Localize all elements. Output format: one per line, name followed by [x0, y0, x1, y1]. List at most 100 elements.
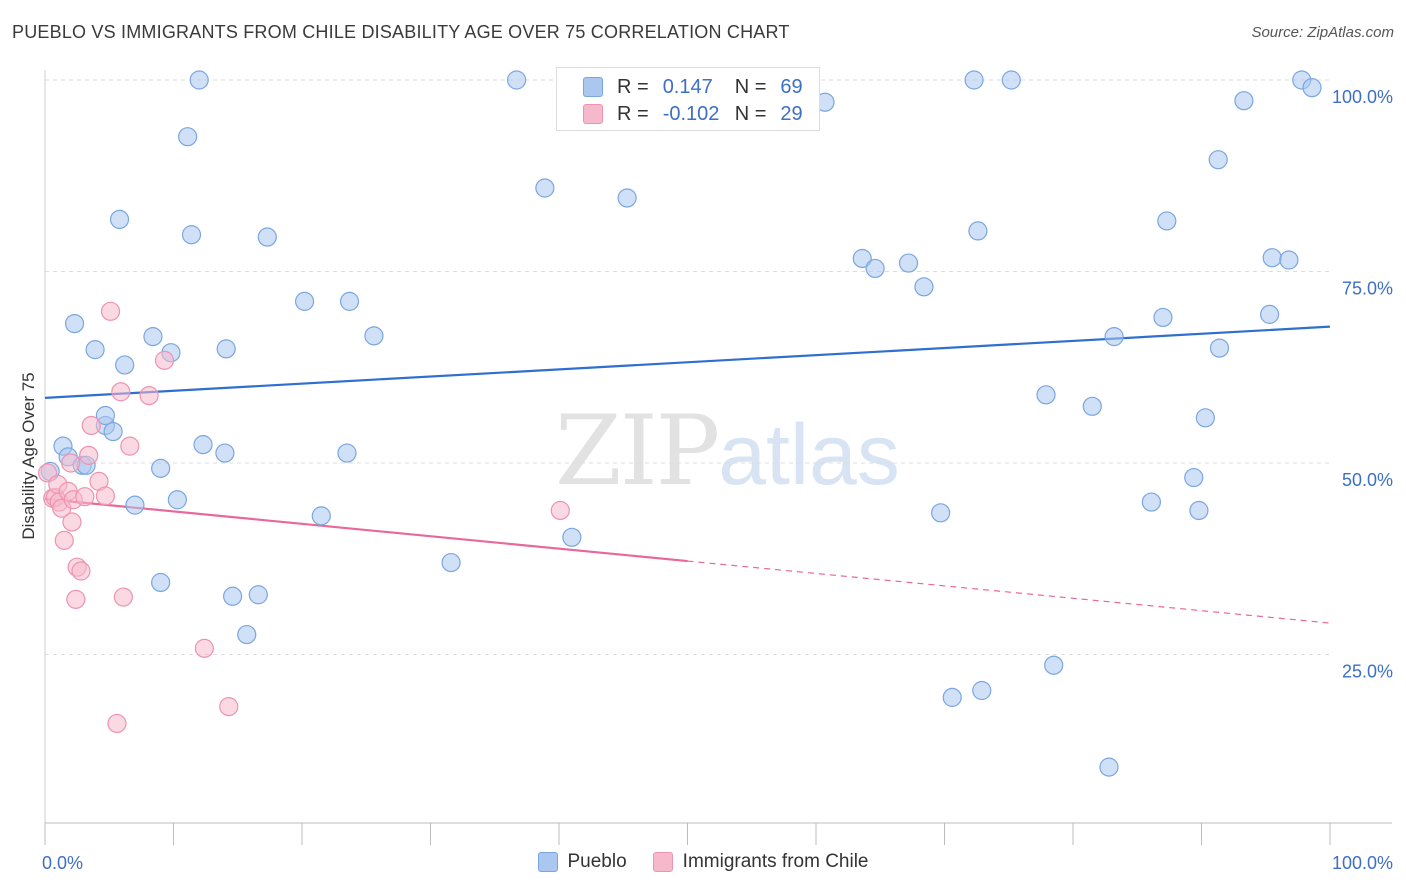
- pueblo-point: [223, 586, 243, 606]
- y-tick-label: 100.0%: [1332, 87, 1393, 107]
- pueblo-point: [167, 490, 187, 510]
- pueblo-point: [339, 291, 360, 311]
- pueblo-point: [1195, 408, 1215, 428]
- y-tick-label: 50.0%: [1342, 470, 1393, 490]
- chile-point: [113, 587, 133, 607]
- chile-point: [154, 350, 175, 370]
- pueblo-point: [151, 458, 171, 478]
- gridlines: [45, 79, 1330, 655]
- chile-point: [219, 696, 239, 717]
- chile-point: [95, 486, 115, 506]
- tick-labels: 25.0% 50.0% 75.0% 100.0% 0.0% 100.0% Disabilit…: [19, 87, 1393, 873]
- pueblo-point: [216, 339, 236, 359]
- pueblo-point: [964, 70, 984, 90]
- pueblo-point: [914, 277, 934, 297]
- pueblo-point: [968, 221, 988, 241]
- legend-item-pueblo[interactable]: Pueblo: [537, 851, 627, 873]
- pueblo-point: [311, 506, 331, 526]
- pueblo-point: [151, 572, 171, 593]
- pueblo-point: [617, 188, 637, 208]
- pueblo-point: [1302, 78, 1322, 98]
- pueblo-point: [125, 495, 145, 515]
- r-label: R =: [617, 102, 649, 125]
- pueblo-point: [1234, 91, 1254, 111]
- chile-point: [100, 301, 121, 321]
- pueblo-swatch: [583, 77, 603, 97]
- pueblo-point: [1209, 338, 1230, 358]
- pueblo-point: [562, 527, 582, 547]
- series-legend: Pueblo Immigrants from Chile: [0, 851, 1406, 873]
- chile-point: [66, 589, 86, 609]
- pueblo-point: [931, 503, 951, 523]
- pueblo-point: [364, 326, 384, 346]
- chile-swatch: [583, 104, 603, 124]
- legend-item-chile[interactable]: Immigrants from Chile: [652, 851, 869, 873]
- pueblo-point: [852, 248, 872, 269]
- pueblo-trend-line: [44, 325, 1331, 399]
- pueblo-point: [865, 258, 885, 279]
- trend-lines: [44, 325, 1331, 624]
- pueblo-point: [1153, 307, 1173, 328]
- chile-point: [111, 382, 131, 402]
- legend-row-chile: R = -0.102 N = 29: [583, 101, 803, 127]
- r-value: 0.147: [662, 75, 713, 98]
- chile-point: [120, 436, 140, 456]
- pueblo-point: [506, 70, 527, 90]
- pueblo-point: [1036, 385, 1056, 405]
- pueblo-point: [942, 687, 962, 707]
- pueblo-point: [1104, 327, 1124, 347]
- pueblo-point: [64, 313, 85, 334]
- chile-point: [62, 512, 82, 532]
- n-value: 29: [780, 102, 803, 125]
- chile-trend-line: [44, 497, 688, 563]
- pueblo-point: [193, 435, 213, 455]
- pueblo-point: [257, 227, 277, 247]
- chile-point: [54, 530, 74, 550]
- pueblo-point: [1099, 757, 1119, 777]
- pueblo-point: [103, 421, 123, 442]
- pueblo-legend-swatch: [537, 852, 558, 872]
- pueblo-legend-label: Pueblo: [567, 851, 627, 872]
- pueblo-point: [294, 291, 315, 311]
- chile-point: [81, 415, 101, 436]
- pueblo-point: [1082, 396, 1102, 416]
- pueblo-point: [972, 680, 992, 701]
- chile-legend-swatch: [652, 852, 673, 872]
- y-tick-label: 75.0%: [1342, 279, 1393, 299]
- chile-point: [139, 385, 159, 406]
- pueblo-point: [1001, 70, 1021, 90]
- chile-point: [550, 500, 570, 521]
- n-value: 69: [780, 75, 803, 98]
- x-tick-label: 0.0%: [42, 853, 83, 873]
- pueblo-point: [535, 178, 555, 198]
- pueblo-point: [1141, 492, 1161, 512]
- pueblo-point: [237, 624, 257, 645]
- pueblo-point: [1157, 211, 1177, 231]
- source-credit: Source: ZipAtlas.com: [1251, 24, 1394, 41]
- pueblo-point: [1208, 150, 1228, 170]
- y-axis-title: Disability Age Over 75: [19, 372, 38, 539]
- pueblo-point: [1260, 304, 1280, 324]
- r-value: -0.102: [662, 102, 720, 125]
- pueblo-point: [109, 209, 130, 230]
- pueblo-point: [181, 225, 202, 245]
- chile-point: [79, 445, 99, 465]
- pueblo-point: [115, 355, 135, 375]
- correlation-legend: R = 0.147 N = 69 R = -0.102 N = 29: [556, 67, 820, 131]
- pueblo-point: [1279, 250, 1299, 270]
- pueblo-point: [441, 552, 461, 573]
- pueblo-point: [143, 327, 163, 347]
- pueblo-point: [189, 70, 209, 90]
- chile-point: [71, 561, 91, 581]
- pueblo-point: [898, 253, 919, 273]
- n-label: N =: [734, 75, 767, 98]
- chile-trend-extension: [687, 560, 1331, 624]
- pueblo-point: [1189, 500, 1209, 521]
- pueblo-point: [337, 443, 357, 463]
- pueblo-point: [1044, 655, 1064, 675]
- pueblo-point: [95, 405, 115, 426]
- pueblo-point: [248, 585, 268, 605]
- x-tick-label: 100.0%: [1332, 853, 1393, 873]
- chile-point: [107, 713, 127, 734]
